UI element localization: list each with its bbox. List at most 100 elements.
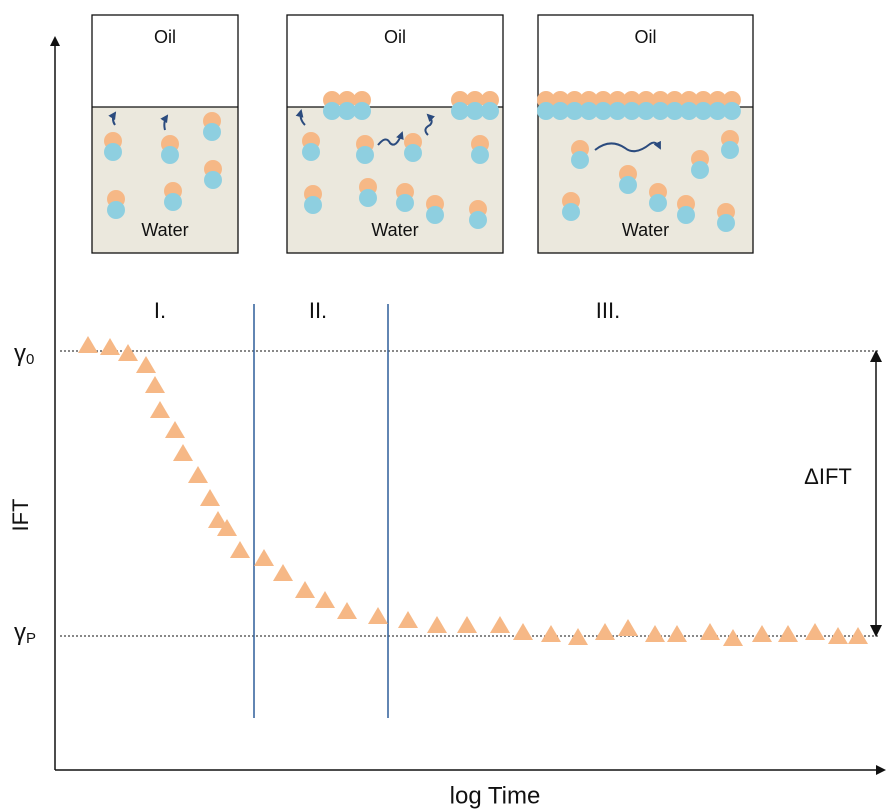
region-label: I. bbox=[154, 298, 166, 323]
ift-point bbox=[230, 541, 250, 558]
panel-frame bbox=[91, 14, 239, 254]
ift-point bbox=[100, 338, 120, 355]
molecule-tail bbox=[396, 194, 414, 212]
molecule-tail bbox=[579, 102, 598, 120]
delta-label: ΔIFT bbox=[804, 464, 852, 489]
panel-frame bbox=[286, 14, 504, 254]
ift-point bbox=[188, 466, 208, 483]
motion-arrow bbox=[594, 140, 661, 153]
ift-point bbox=[848, 627, 868, 644]
molecule-tail bbox=[622, 102, 641, 120]
molecule-tail bbox=[691, 161, 709, 179]
molecule-tail bbox=[451, 102, 469, 120]
molecule-tail bbox=[481, 102, 499, 120]
ift-point bbox=[700, 623, 720, 640]
molecule-tail bbox=[353, 102, 371, 120]
molecule-tail bbox=[164, 193, 182, 211]
panels: Oil Water Oil Water Oil Water bbox=[91, 14, 754, 254]
ift-point bbox=[337, 602, 357, 619]
ift-point bbox=[513, 623, 533, 640]
ift-point bbox=[568, 628, 588, 645]
ift-point bbox=[805, 623, 825, 640]
ift-point bbox=[667, 625, 687, 642]
ift-point bbox=[595, 623, 615, 640]
ift-point bbox=[778, 625, 798, 642]
water-label: Water bbox=[141, 220, 188, 240]
gammap-label: γP bbox=[14, 619, 36, 647]
subscript: P bbox=[26, 630, 36, 647]
ift-point bbox=[315, 591, 335, 608]
ift-point bbox=[541, 625, 561, 642]
ift-point bbox=[118, 344, 138, 361]
symbol: γ bbox=[14, 619, 26, 646]
molecule-tail bbox=[649, 194, 667, 212]
molecule-tail bbox=[323, 102, 341, 120]
molecule-tail bbox=[680, 102, 698, 120]
molecule-tail bbox=[203, 123, 221, 141]
molecule-tail bbox=[665, 102, 684, 120]
ift-point bbox=[295, 581, 315, 598]
motion-arrow bbox=[377, 131, 404, 146]
panel-frame bbox=[537, 14, 754, 254]
molecule-tail bbox=[161, 146, 179, 164]
oil-label: Oil bbox=[635, 27, 657, 47]
motion-arrow bbox=[160, 114, 169, 131]
molecule-tail bbox=[594, 102, 613, 120]
molecule-tail bbox=[302, 143, 320, 161]
molecules bbox=[104, 91, 741, 232]
molecule-tail bbox=[694, 102, 713, 120]
motion-arrow bbox=[108, 111, 117, 126]
molecule-tail bbox=[204, 171, 222, 189]
molecule-tail bbox=[677, 206, 695, 224]
molecule-tail bbox=[359, 189, 377, 207]
molecule-tail bbox=[537, 102, 555, 120]
molecule-tail bbox=[721, 141, 739, 159]
ift-point bbox=[752, 625, 772, 642]
oil-label: Oil bbox=[384, 27, 406, 47]
molecule-tail bbox=[107, 201, 125, 219]
molecule-tail bbox=[356, 146, 374, 164]
ift-point bbox=[398, 611, 418, 628]
ift-point bbox=[427, 616, 447, 633]
ift-point bbox=[145, 376, 165, 393]
molecule-tail bbox=[466, 102, 484, 120]
ift-point bbox=[136, 356, 156, 373]
molecule-tail bbox=[708, 102, 727, 120]
molecule-tail bbox=[619, 176, 637, 194]
ift-point bbox=[150, 401, 170, 418]
ift-point bbox=[490, 616, 510, 633]
molecule-tail bbox=[469, 211, 487, 229]
oil-label: Oil bbox=[154, 27, 176, 47]
region-label: II. bbox=[309, 298, 327, 323]
molecule-tail bbox=[722, 102, 741, 120]
molecule-tail bbox=[717, 214, 735, 232]
molecule-tail bbox=[551, 102, 570, 120]
molecule-tail bbox=[651, 102, 670, 120]
motion-arrow bbox=[424, 113, 436, 136]
molecule-tail bbox=[637, 102, 656, 120]
region-label: III. bbox=[596, 298, 620, 323]
ift-points bbox=[78, 336, 868, 646]
symbol: γ bbox=[14, 340, 26, 367]
ift-point bbox=[165, 421, 185, 438]
ift-point bbox=[254, 549, 274, 566]
ift-point bbox=[78, 336, 98, 353]
ift-point bbox=[273, 564, 293, 581]
gamma0-label: γ0 bbox=[14, 340, 34, 368]
ift-point bbox=[723, 629, 743, 646]
motion-arrow bbox=[295, 109, 306, 126]
ift-point bbox=[645, 625, 665, 642]
molecule-tail bbox=[338, 102, 356, 120]
ift-point bbox=[457, 616, 477, 633]
ift-point bbox=[368, 607, 388, 624]
molecule-tail bbox=[608, 102, 627, 120]
ift-point bbox=[217, 519, 237, 536]
water-phase bbox=[287, 107, 503, 253]
y-axis-label: IFT bbox=[8, 499, 33, 532]
molecule-tail bbox=[571, 151, 589, 169]
ift-point bbox=[828, 627, 848, 644]
water-label: Water bbox=[371, 220, 418, 240]
molecule-tail bbox=[562, 203, 580, 221]
water-phase bbox=[538, 107, 753, 253]
